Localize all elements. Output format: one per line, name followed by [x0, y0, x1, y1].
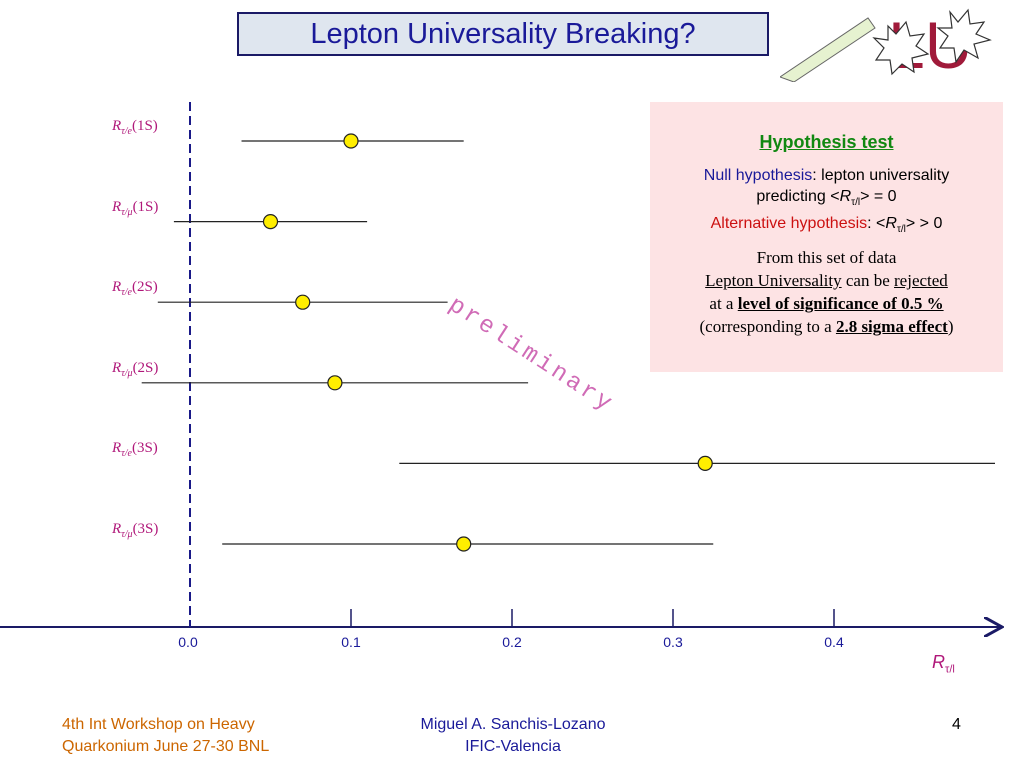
row-label: Rτ/e(1S) [112, 118, 158, 137]
null-hypothesis-line: Null hypothesis: lepton universality [703, 167, 950, 184]
page-number: 4 [952, 716, 961, 733]
footer-workshop: 4th Int Workshop on Heavy Quarkonium Jun… [62, 716, 270, 755]
hypothesis-title: Hypothesis test [759, 132, 894, 152]
x-tick-label: 0.0 [178, 634, 198, 650]
x-tick-label: 0.4 [824, 634, 844, 650]
conclusion-line-3: at a level of significance of 0.5 % [709, 294, 944, 314]
data-point [697, 455, 713, 471]
data-point [295, 294, 311, 310]
footer-author: Miguel A. Sanchis-Lozano IFIC-Valencia [420, 716, 606, 755]
data-point [327, 375, 343, 391]
alternative-hypothesis-line: Alternative hypothesis: <Rτ/l> > 0 [710, 215, 943, 236]
row-label: Rτ/μ(2S) [112, 359, 159, 379]
slide-title: Lepton Universality Breaking? [310, 17, 696, 50]
x-tick-label: 0.2 [502, 634, 522, 650]
row-label: Rτ/e(2S) [112, 279, 158, 299]
conclusion-line-4: (corresponding to a 2.8 sigma effect) [699, 317, 954, 337]
data-points [262, 133, 713, 552]
conclusion-line-1: From this set of data [756, 248, 897, 268]
data-point [343, 133, 359, 149]
x-tick-label: 0.3 [663, 634, 683, 650]
x-tick-label: 0.1 [341, 634, 361, 650]
slide-title-box: Lepton Universality Breaking? [237, 12, 769, 56]
forest-plot: 0.0 0.1 0.2 0.3 0.4 [0, 102, 1024, 650]
lu-logo: LU [780, 8, 992, 82]
data-point [262, 214, 279, 230]
row-label: Rτ/e(3S) [112, 440, 158, 460]
hypothesis-box: Hypothesis test Null hypothesis: lepton … [650, 102, 1003, 372]
data-point [456, 536, 472, 552]
null-hypothesis-prediction: predicting <Rτ/l> = 0 [756, 188, 897, 209]
x-axis-label: Rτ/l [932, 652, 955, 676]
row-label: Rτ/μ(3S) [112, 521, 159, 540]
row-label: Rτ/μ(1S) [112, 198, 159, 218]
conclusion-line-2: Lepton Universality can be rejected [705, 271, 948, 291]
x-ticks: 0.0 0.1 0.2 0.3 0.4 [178, 609, 844, 650]
